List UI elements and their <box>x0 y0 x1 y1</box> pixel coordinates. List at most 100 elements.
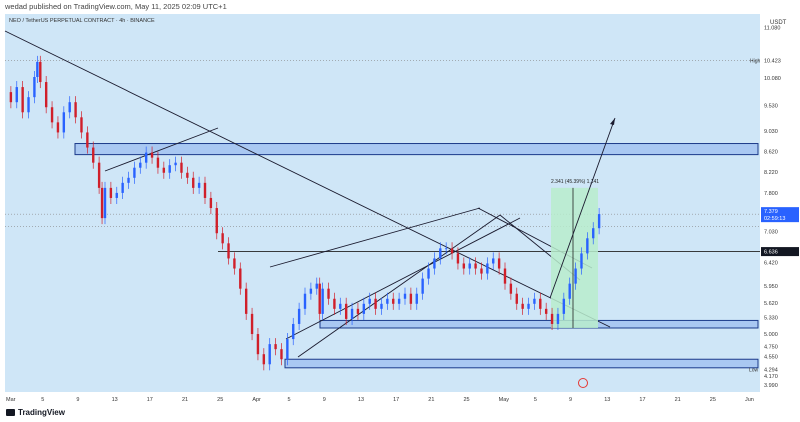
time-tick: 9 <box>569 397 572 403</box>
time-tick: 25 <box>710 397 716 403</box>
candle <box>574 268 577 284</box>
candle <box>162 167 166 173</box>
candle <box>268 344 271 365</box>
zone-resistance-zone <box>74 143 759 156</box>
candle <box>103 187 107 219</box>
candle <box>44 82 48 108</box>
candle <box>456 253 460 264</box>
candle <box>362 303 366 314</box>
price-tick: 4.750 <box>764 345 778 351</box>
zone-low-zone <box>284 358 759 369</box>
candle <box>486 263 489 274</box>
price-label-special: 4.294 <box>764 368 778 374</box>
candle <box>297 308 301 324</box>
candle <box>321 288 324 314</box>
time-tick: 21 <box>428 397 434 403</box>
candle <box>433 258 436 269</box>
candle <box>244 288 248 314</box>
candle <box>280 349 283 360</box>
candle <box>474 263 477 269</box>
candle <box>74 102 77 118</box>
published-text: wedad published on TradingView.com, May … <box>5 2 227 11</box>
time-tick: 25 <box>217 397 223 403</box>
candle <box>403 293 407 299</box>
price-tick: 4.170 <box>764 374 778 380</box>
candle <box>274 344 277 350</box>
countdown-tag: 02:59:13 <box>764 216 785 222</box>
candle <box>344 303 348 319</box>
candle <box>318 283 321 314</box>
candle <box>68 102 71 113</box>
trendline-3 <box>297 214 501 358</box>
candle <box>203 182 207 198</box>
candle <box>15 87 18 103</box>
candle <box>227 243 230 259</box>
candle <box>62 112 66 133</box>
projection-arrowhead <box>610 118 615 125</box>
price-tick: 5.950 <box>764 284 778 290</box>
measure-label: 2.341 (45.39%) 1,141 <box>551 179 599 185</box>
candle <box>503 268 507 284</box>
candle <box>139 162 142 168</box>
trendline-0 <box>4 30 611 328</box>
candle <box>368 298 371 304</box>
candle <box>515 293 518 304</box>
candle <box>209 197 213 209</box>
candle <box>21 87 24 113</box>
price-tick: 5.620 <box>764 301 778 307</box>
candle <box>256 334 260 355</box>
candle <box>133 167 136 178</box>
candle <box>303 293 307 309</box>
time-tick: 17 <box>147 397 153 403</box>
candle <box>386 298 389 304</box>
time-tick: 9 <box>323 397 326 403</box>
candle <box>144 152 148 163</box>
candle <box>568 283 571 299</box>
price-tick: 11.080 <box>764 26 780 32</box>
high-tag: High <box>750 59 761 65</box>
candle <box>339 303 342 309</box>
alert-icon[interactable] <box>578 378 588 388</box>
candle <box>409 293 413 304</box>
low-tag: Low <box>749 368 759 374</box>
level-tag: 6.636 <box>764 250 778 256</box>
time-tick: 21 <box>182 397 188 403</box>
publish-header: wedad published on TradingView.com, May … <box>0 0 800 14</box>
tv-logo-text: TradingView <box>18 408 65 417</box>
candle <box>186 172 189 178</box>
time-tick: May <box>499 397 510 403</box>
candle <box>100 187 104 219</box>
candle <box>450 248 454 254</box>
candle <box>86 132 89 148</box>
price-tick: 5.000 <box>764 332 778 338</box>
candle <box>250 313 254 335</box>
time-tick: 17 <box>639 397 645 403</box>
candle <box>309 288 313 294</box>
price-tick: 6.420 <box>764 260 778 266</box>
candle <box>356 308 360 314</box>
candle <box>562 298 566 314</box>
time-tick: 5 <box>41 397 44 403</box>
candle <box>597 214 601 229</box>
candle <box>115 192 118 198</box>
price-tick: 9.030 <box>764 129 778 135</box>
candle <box>292 323 295 340</box>
time-tick: 25 <box>463 397 469 403</box>
time-tick: 13 <box>358 397 364 403</box>
candle <box>315 283 318 289</box>
candle <box>92 147 95 163</box>
candle <box>544 308 548 314</box>
candle <box>174 162 177 166</box>
price-tick: 10.080 <box>764 76 781 82</box>
time-tick: Apr <box>252 397 261 403</box>
candle <box>492 258 495 264</box>
price-tick: 5.330 <box>764 315 778 321</box>
price-tick: 8.620 <box>764 150 778 156</box>
candle <box>550 313 554 324</box>
candle <box>415 293 418 304</box>
time-axis <box>5 392 760 406</box>
candle <box>509 283 513 294</box>
candle <box>239 268 242 289</box>
candle <box>56 122 60 133</box>
